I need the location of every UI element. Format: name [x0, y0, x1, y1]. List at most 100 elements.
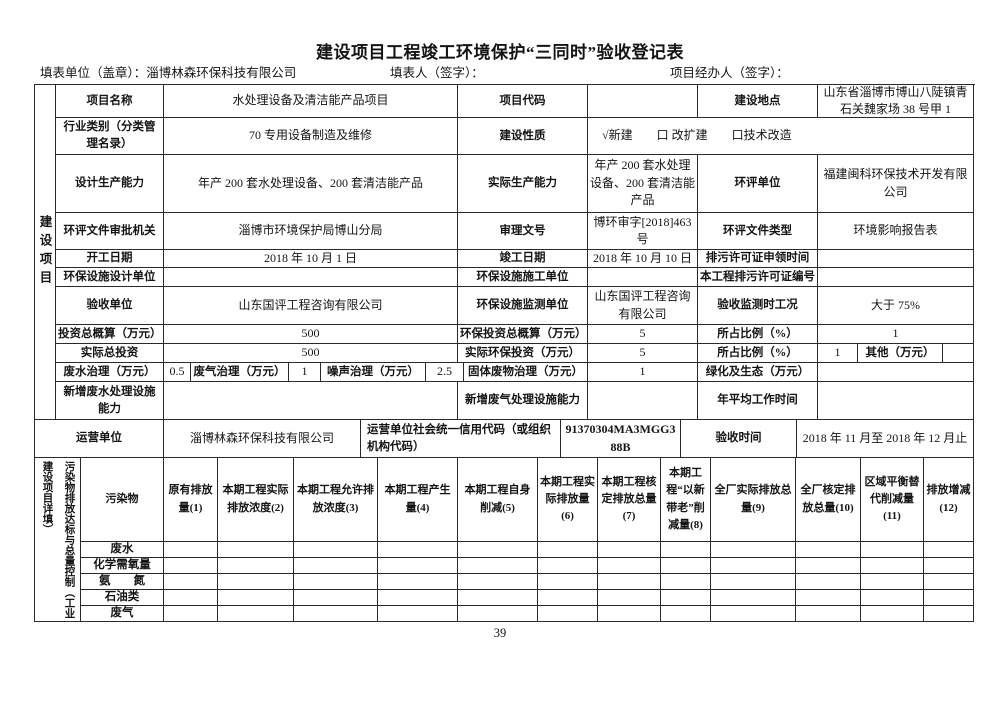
data-cell-empty — [458, 590, 538, 606]
data-cell-empty — [218, 590, 294, 606]
data-cell-empty — [164, 574, 218, 590]
data-cell-empty — [924, 606, 974, 622]
industry-label: 行业类别（分类管理名录） — [56, 118, 164, 155]
registration-table: 建设项目 项目名称 水处理设备及清洁能产品项目 项目代码 建设地点 山东省淄博市… — [34, 84, 975, 622]
acceptance-unit-value: 山东国评工程咨询有限公司 — [164, 287, 458, 325]
data-cell-empty — [711, 590, 796, 606]
monitor-unit-value: 山东国评工程咨询有限公司 — [588, 287, 698, 325]
pollution-header-row: 污染物 原有排放量(1) 本期工程实际排放浓度(2) 本期工程允许排放浓度(3)… — [81, 458, 975, 542]
monitor-unit-label: 环保设施监测单位 — [458, 287, 588, 325]
header-actual-concentration: 本期工程实际排放浓度(2) — [218, 458, 294, 542]
completion-date-value: 2018 年 10 月 10 日 — [588, 250, 698, 268]
greening-label: 绿化及生态（万元） — [698, 363, 818, 382]
data-cell-empty — [598, 590, 661, 606]
table-row: 实际总投资 500 实际环保投资（万元） 5 所占比例（%） 1 其他（万元） — [56, 344, 975, 363]
lower-stub-cell: 污染物排放达标与总量控制（工业 建设项目详填） — [35, 458, 81, 622]
eia-approval-org-value: 淄博市环境保护局博山分局 — [164, 213, 458, 250]
pollutant-name: 废气 — [81, 606, 164, 622]
noise-treat-value: 2.5 — [426, 363, 464, 382]
data-cell-empty — [861, 542, 924, 558]
project-handler-text: 项目经办人（签字）： — [670, 66, 789, 80]
annual-work-time-label: 年平均工作时间 — [698, 382, 818, 420]
other-label: 其他（万元） — [858, 344, 943, 363]
credit-code-value: 91370304MA3MGG388B — [561, 420, 681, 458]
monitor-condition-value: 大于 75% — [818, 287, 974, 325]
solid-treat-label: 固体废物治理（万元） — [464, 363, 588, 382]
header-approved-total: 本期工程核定排放总量(7) — [598, 458, 661, 542]
data-cell-empty — [294, 574, 378, 590]
data-cell-empty — [378, 542, 458, 558]
design-capacity-label: 设计生产能力 — [56, 155, 164, 213]
project-code-label: 项目代码 — [458, 85, 588, 118]
data-cell-empty — [538, 558, 598, 574]
monitor-condition-label: 验收监测时工况 — [698, 287, 818, 325]
table-row: 投资总概算（万元） 500 环保投资总概算（万元） 5 所占比例（%） 1 — [56, 325, 975, 344]
table-row: 环保设施设计单位 环保设施施工单位 本工程排污许可证编号 — [56, 268, 975, 287]
form-header: 填表单位（盖章）：淄博林森环保科技有限公司 填表人（签字）： 项目经办人（签字）… — [40, 62, 970, 81]
data-cell-empty — [711, 606, 796, 622]
data-cell-empty — [661, 558, 711, 574]
fill-unit-text: 填表单位（盖章）：淄博林森环保科技有限公司 — [40, 66, 297, 80]
data-cell-empty — [538, 542, 598, 558]
data-cell-empty — [294, 558, 378, 574]
header-original-emission: 原有排放量(1) — [164, 458, 218, 542]
data-cell-empty — [796, 590, 861, 606]
data-cell-empty — [598, 574, 661, 590]
data-cell-empty — [924, 590, 974, 606]
table-row: 验收单位 山东国评工程咨询有限公司 环保设施监测单位 山东国评工程咨询有限公司 … — [56, 287, 975, 325]
eia-approval-org-label: 环评文件审批机关 — [56, 213, 164, 250]
env-budget-value: 5 — [588, 325, 698, 344]
credit-code-label: 运营单位社会统一信用代码（或组织机构代码） — [361, 420, 561, 458]
ratio1-label: 所占比例（%） — [698, 325, 818, 344]
permit-number-label: 本工程排污许可证编号 — [698, 268, 818, 287]
data-cell-empty — [924, 558, 974, 574]
construction-unit-value — [588, 268, 698, 287]
header-pollutant: 污染物 — [81, 458, 164, 542]
pollutant-row-cod: 化学需氧量 — [81, 558, 975, 574]
data-cell-empty — [218, 558, 294, 574]
data-cell-empty — [538, 606, 598, 622]
page-title: 建设项目工程竣工环境保护“三同时”验收登记表 — [316, 43, 684, 62]
industry-value: 70 专用设备制造及维修 — [164, 118, 458, 155]
data-cell-empty — [924, 574, 974, 590]
completion-date-label: 竣工日期 — [458, 250, 588, 268]
wastewater-treat-value: 0.5 — [164, 363, 191, 382]
actual-env-investment-label: 实际环保投资（万元） — [458, 344, 588, 363]
header-generated-amount: 本期工程产生量(4) — [378, 458, 458, 542]
header-plant-actual-total: 全厂实际排放总量(9) — [711, 458, 796, 542]
data-cell-empty — [861, 574, 924, 590]
pollutant-row-petroleum: 石油类 — [81, 590, 975, 606]
location-label: 建设地点 — [698, 85, 818, 118]
start-date-value: 2018 年 10 月 1 日 — [164, 250, 458, 268]
data-cell-empty — [294, 542, 378, 558]
annual-work-time-value — [818, 382, 974, 420]
other-value — [943, 344, 974, 363]
data-cell-empty — [861, 590, 924, 606]
operator-label: 运营单位 — [35, 420, 164, 458]
pollutant-name: 废水 — [81, 542, 164, 558]
gas-treat-value: 1 — [289, 363, 321, 382]
header-old-for-new-reduction: 本期工程“以新带老”削减量(8) — [661, 458, 711, 542]
pollutant-name: 氨 氮 — [81, 574, 164, 590]
upper-stub-label: 建设项目 — [37, 215, 52, 289]
permit-number-value — [818, 268, 974, 287]
actual-env-investment-value: 5 — [588, 344, 698, 363]
data-cell-empty — [218, 574, 294, 590]
project-name-value: 水处理设备及清洁能产品项目 — [164, 85, 458, 118]
data-cell-empty — [458, 558, 538, 574]
header-actual-emission: 本期工程实际排放量(6) — [538, 458, 598, 542]
project-code-value — [588, 85, 698, 118]
eia-doc-type-value: 环境影响报告表 — [818, 213, 974, 250]
ratio2-label: 所占比例（%） — [698, 344, 818, 363]
header-regional-balance-reduction: 区域平衡替代削减量(11) — [861, 458, 924, 542]
gas-treat-label: 废气治理（万元） — [191, 363, 289, 382]
approval-doc-no-label: 审理文号 — [458, 213, 588, 250]
project-name-label: 项目名称 — [56, 85, 164, 118]
operator-row: 运营单位 淄博林森环保科技有限公司 运营单位社会统一信用代码（或组织机构代码） … — [35, 420, 975, 458]
lower-stub-line1: 污染物排放达标与总量控制（工业 — [63, 460, 75, 619]
lower-stub-line2: 建设项目详填） — [41, 460, 53, 535]
data-cell-empty — [218, 606, 294, 622]
actual-investment-label: 实际总投资 — [56, 344, 164, 363]
data-cell-empty — [164, 542, 218, 558]
data-cell-empty — [294, 590, 378, 606]
